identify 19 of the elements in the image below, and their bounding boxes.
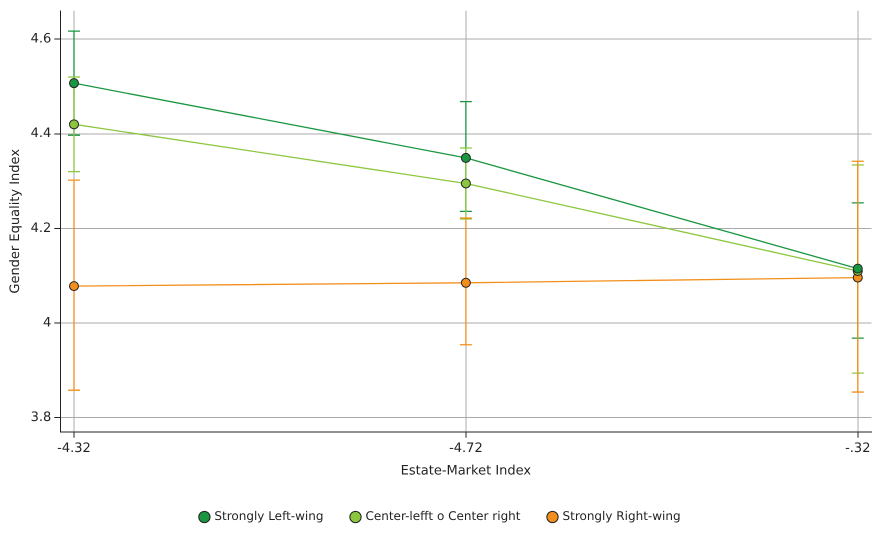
point bbox=[68, 281, 79, 292]
y-tick-label: 4.2 bbox=[30, 220, 52, 236]
point bbox=[460, 178, 471, 188]
point bbox=[68, 78, 79, 88]
point bbox=[68, 119, 79, 130]
y-tick-label: 4.6 bbox=[30, 32, 52, 47]
y-tick-label: 3.8 bbox=[30, 410, 52, 425]
y-tick-label: 4 bbox=[42, 315, 52, 330]
point bbox=[460, 152, 471, 163]
y-tick-label: 4.4 bbox=[30, 126, 52, 142]
x-axis-title: Estate-Market Index bbox=[400, 464, 532, 479]
x-tick-label: -4.32 bbox=[57, 440, 91, 456]
legend-label: Center-lefft o Center right bbox=[365, 509, 521, 524]
x-tick-label: -4.72 bbox=[449, 440, 483, 456]
legend-label: Strongly Right-wing bbox=[562, 509, 681, 524]
x-tick-label: -.32 bbox=[845, 440, 870, 456]
legend-label: Strongly Left-wing bbox=[214, 509, 324, 524]
y-axis-title: Gender Equality Index bbox=[8, 148, 24, 294]
point bbox=[460, 278, 471, 288]
